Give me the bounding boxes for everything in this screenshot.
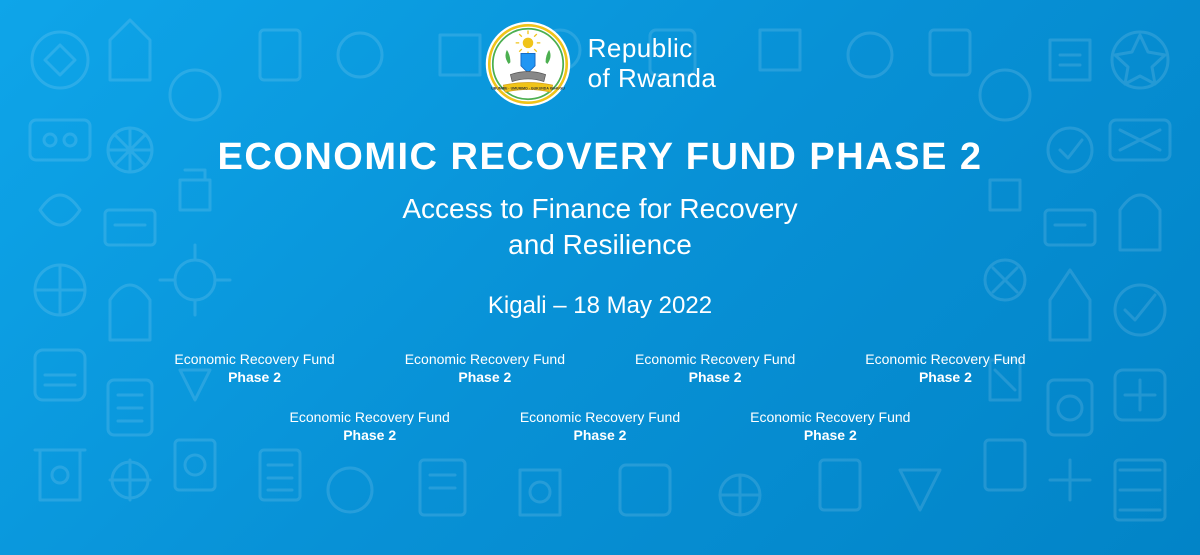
sponsor-item: Economic Recovery Fund Phase 2 [750, 408, 910, 444]
sponsor-line1: Economic Recovery Fund [290, 408, 450, 426]
header-row: UBUMWE · UMURIMO · GUKUNDA IGIHUGU Repub… [484, 20, 717, 108]
sponsor-line1: Economic Recovery Fund [750, 408, 910, 426]
subtitle: Access to Finance for Recovery and Resil… [402, 191, 797, 264]
sponsor-item: Economic Recovery Fund Phase 2 [865, 350, 1025, 386]
org-line2: of Rwanda [588, 64, 717, 94]
sponsor-rows: Economic Recovery Fund Phase 2 Economic … [174, 350, 1025, 445]
sponsor-item: Economic Recovery Fund Phase 2 [174, 350, 334, 386]
rwanda-seal-icon: UBUMWE · UMURIMO · GUKUNDA IGIHUGU [484, 20, 572, 108]
sponsor-line1: Economic Recovery Fund [405, 350, 565, 368]
location-date: Kigali – 18 May 2022 [488, 292, 712, 320]
sponsor-line2: Phase 2 [174, 368, 334, 386]
subtitle-line2: and Resilience [402, 227, 797, 263]
banner-root: UBUMWE · UMURIMO · GUKUNDA IGIHUGU Repub… [0, 0, 1200, 555]
sponsor-line2: Phase 2 [865, 368, 1025, 386]
sponsor-line2: Phase 2 [290, 426, 450, 444]
sponsor-row-1: Economic Recovery Fund Phase 2 Economic … [174, 350, 1025, 386]
sponsor-line1: Economic Recovery Fund [174, 350, 334, 368]
sponsor-line1: Economic Recovery Fund [635, 350, 795, 368]
sponsor-line2: Phase 2 [520, 426, 680, 444]
main-title: ECONOMIC RECOVERY FUND PHASE 2 [218, 136, 983, 179]
sponsor-item: Economic Recovery Fund Phase 2 [520, 408, 680, 444]
org-line1: Republic [588, 34, 717, 64]
svg-text:UBUMWE · UMURIMO · GUKUNDA IGI: UBUMWE · UMURIMO · GUKUNDA IGIHUGU [491, 87, 565, 91]
sponsor-line1: Economic Recovery Fund [520, 408, 680, 426]
sponsor-line1: Economic Recovery Fund [865, 350, 1025, 368]
subtitle-line1: Access to Finance for Recovery [402, 191, 797, 227]
sponsor-item: Economic Recovery Fund Phase 2 [290, 408, 450, 444]
sponsor-line2: Phase 2 [405, 368, 565, 386]
sponsor-line2: Phase 2 [635, 368, 795, 386]
sponsor-row-2: Economic Recovery Fund Phase 2 Economic … [290, 408, 911, 444]
sponsor-item: Economic Recovery Fund Phase 2 [635, 350, 795, 386]
org-name: Republic of Rwanda [588, 34, 717, 94]
sponsor-line2: Phase 2 [750, 426, 910, 444]
sponsor-item: Economic Recovery Fund Phase 2 [405, 350, 565, 386]
